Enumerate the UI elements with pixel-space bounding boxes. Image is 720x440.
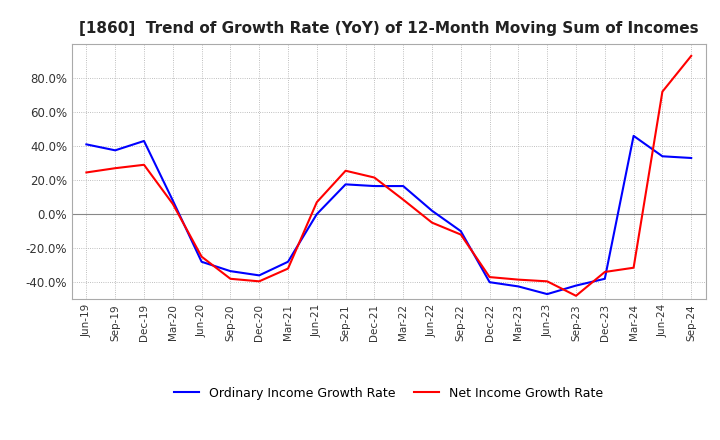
Ordinary Income Growth Rate (312, 212, 321, 217)
Ordinary Income Growth Rate (485, 279, 494, 285)
Ordinary Income Growth Rate (255, 273, 264, 278)
Ordinary Income Growth Rate (600, 276, 609, 282)
Net Income Growth Rate (572, 293, 580, 298)
Ordinary Income Growth Rate (543, 291, 552, 297)
Net Income Growth Rate (226, 276, 235, 282)
Legend: Ordinary Income Growth Rate, Net Income Growth Rate: Ordinary Income Growth Rate, Net Income … (169, 382, 608, 405)
Net Income Growth Rate (600, 269, 609, 275)
Net Income Growth Rate (82, 170, 91, 175)
Net Income Growth Rate (399, 197, 408, 202)
Line: Ordinary Income Growth Rate: Ordinary Income Growth Rate (86, 136, 691, 294)
Ordinary Income Growth Rate (572, 283, 580, 288)
Net Income Growth Rate (370, 175, 379, 180)
Ordinary Income Growth Rate (341, 182, 350, 187)
Net Income Growth Rate (658, 89, 667, 94)
Net Income Growth Rate (140, 162, 148, 168)
Ordinary Income Growth Rate (370, 183, 379, 189)
Net Income Growth Rate (629, 265, 638, 270)
Line: Net Income Growth Rate: Net Income Growth Rate (86, 56, 691, 296)
Ordinary Income Growth Rate (226, 268, 235, 274)
Ordinary Income Growth Rate (514, 284, 523, 289)
Net Income Growth Rate (312, 200, 321, 205)
Net Income Growth Rate (341, 168, 350, 173)
Ordinary Income Growth Rate (399, 183, 408, 189)
Ordinary Income Growth Rate (168, 198, 177, 203)
Ordinary Income Growth Rate (629, 133, 638, 139)
Net Income Growth Rate (428, 220, 436, 225)
Net Income Growth Rate (456, 232, 465, 237)
Net Income Growth Rate (255, 279, 264, 284)
Ordinary Income Growth Rate (82, 142, 91, 147)
Net Income Growth Rate (111, 165, 120, 171)
Ordinary Income Growth Rate (111, 148, 120, 153)
Net Income Growth Rate (543, 279, 552, 284)
Ordinary Income Growth Rate (687, 155, 696, 161)
Ordinary Income Growth Rate (456, 228, 465, 234)
Ordinary Income Growth Rate (658, 154, 667, 159)
Net Income Growth Rate (514, 277, 523, 282)
Net Income Growth Rate (197, 254, 206, 259)
Title: [1860]  Trend of Growth Rate (YoY) of 12-Month Moving Sum of Incomes: [1860] Trend of Growth Rate (YoY) of 12-… (79, 21, 698, 36)
Net Income Growth Rate (687, 53, 696, 59)
Ordinary Income Growth Rate (428, 208, 436, 213)
Ordinary Income Growth Rate (284, 259, 292, 264)
Net Income Growth Rate (168, 201, 177, 206)
Ordinary Income Growth Rate (140, 138, 148, 143)
Net Income Growth Rate (485, 275, 494, 280)
Ordinary Income Growth Rate (197, 259, 206, 264)
Net Income Growth Rate (284, 266, 292, 271)
